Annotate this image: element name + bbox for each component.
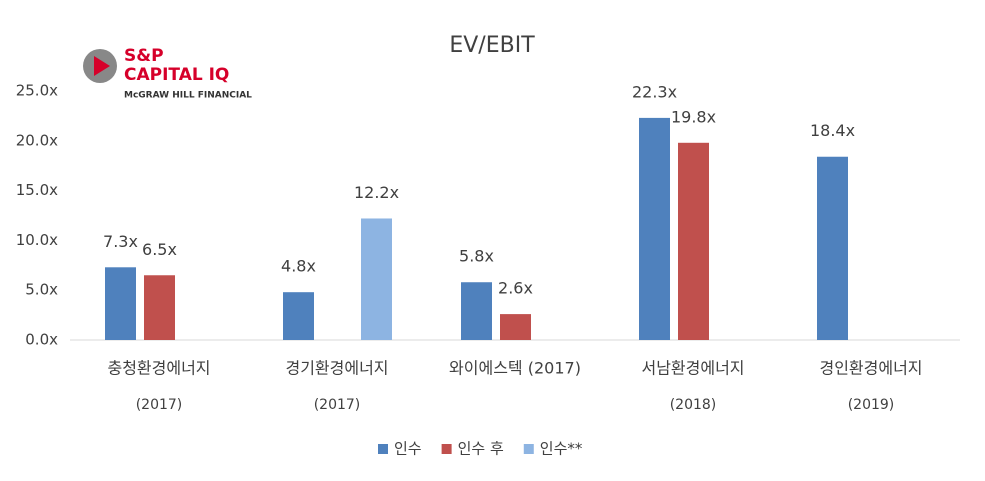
y-tick-label: 5.0x <box>25 281 58 299</box>
legend-swatch <box>441 444 452 454</box>
x-tick-label: (2017) <box>314 397 361 413</box>
data-label: 7.3x <box>103 232 138 251</box>
legend-swatch <box>378 444 388 454</box>
x-tick-label: 경기환경에너지 <box>285 359 388 378</box>
legend-label: 인수 후 <box>458 440 504 458</box>
data-label: 2.6x <box>498 279 533 298</box>
y-tick-label: 15.0x <box>16 181 58 199</box>
x-tick-label: 경인환경에너지 <box>819 359 922 378</box>
chart-title: EV/EBIT <box>449 33 535 58</box>
y-tick-label: 0.0x <box>25 331 58 349</box>
y-tick-label: 20.0x <box>16 131 58 149</box>
data-label: 6.5x <box>142 240 177 259</box>
data-label: 19.8x <box>671 107 716 126</box>
x-tick-label: (2017) <box>136 397 183 413</box>
legend-swatch <box>523 444 534 454</box>
data-label: 5.8x <box>459 247 494 266</box>
bar <box>105 267 136 340</box>
data-label: 22.3x <box>632 82 677 101</box>
bar <box>361 218 392 340</box>
logo-icon <box>94 56 110 76</box>
x-tick-label: 와이에스텍 (2017) <box>449 359 581 378</box>
data-label: 18.4x <box>810 121 855 140</box>
x-tick-label: (2019) <box>848 397 895 413</box>
data-label: 4.8x <box>281 257 316 276</box>
bar <box>639 117 670 340</box>
logo-text: S&P <box>124 46 164 66</box>
x-tick-label: 서남환경에너지 <box>641 359 744 378</box>
bar <box>461 282 492 340</box>
bar <box>817 156 848 340</box>
x-tick-label: (2018) <box>670 397 717 413</box>
logo: S&P CAPITAL IQ McGRAW HILL FINANCIAL <box>83 46 252 101</box>
bar <box>283 292 314 340</box>
bar <box>144 275 175 340</box>
legend-label: 인수** <box>540 440 583 458</box>
logo-text: CAPITAL IQ <box>124 65 229 85</box>
bar <box>678 142 709 340</box>
x-tick-label: 충청환경에너지 <box>107 359 210 378</box>
logo-text: McGRAW HILL FINANCIAL <box>124 91 252 101</box>
y-tick-label: 10.0x <box>16 231 58 249</box>
data-label: 12.2x <box>354 183 399 202</box>
legend-label: 인수 <box>394 440 422 458</box>
bar <box>500 314 531 340</box>
y-tick-label: 25.0x <box>16 82 58 100</box>
